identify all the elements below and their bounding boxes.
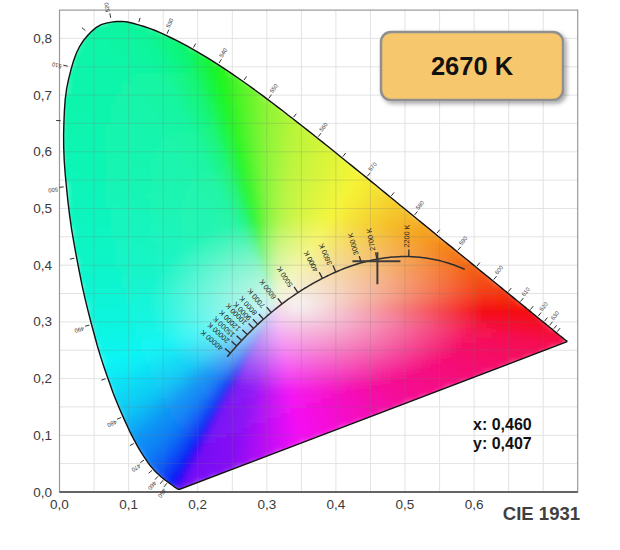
svg-text:0,5: 0,5	[33, 201, 52, 216]
svg-text:0,8: 0,8	[33, 31, 52, 46]
svg-text:0,3: 0,3	[33, 314, 52, 329]
svg-text:0,0: 0,0	[33, 485, 52, 500]
svg-text:0,1: 0,1	[119, 497, 138, 512]
svg-text:0,7: 0,7	[33, 88, 52, 103]
svg-text:0,6: 0,6	[33, 144, 52, 159]
svg-text:x: 0,460: x: 0,460	[473, 416, 532, 433]
svg-text:0,5: 0,5	[396, 497, 415, 512]
svg-text:CIE 1931: CIE 1931	[503, 503, 580, 524]
svg-text:0,0: 0,0	[50, 497, 69, 512]
svg-text:0,3: 0,3	[257, 497, 276, 512]
svg-text:0,4: 0,4	[33, 258, 52, 273]
svg-text:y: 0,407: y: 0,407	[473, 435, 532, 452]
svg-text:2200 K: 2200 K	[402, 224, 412, 247]
svg-text:0,2: 0,2	[33, 371, 52, 386]
svg-text:0,6: 0,6	[465, 497, 484, 512]
svg-text:500: 500	[48, 187, 58, 194]
svg-text:0,1: 0,1	[33, 428, 52, 443]
svg-text:2670 K: 2670 K	[431, 52, 514, 80]
svg-text:0,2: 0,2	[188, 497, 207, 512]
svg-text:0,4: 0,4	[327, 497, 346, 512]
